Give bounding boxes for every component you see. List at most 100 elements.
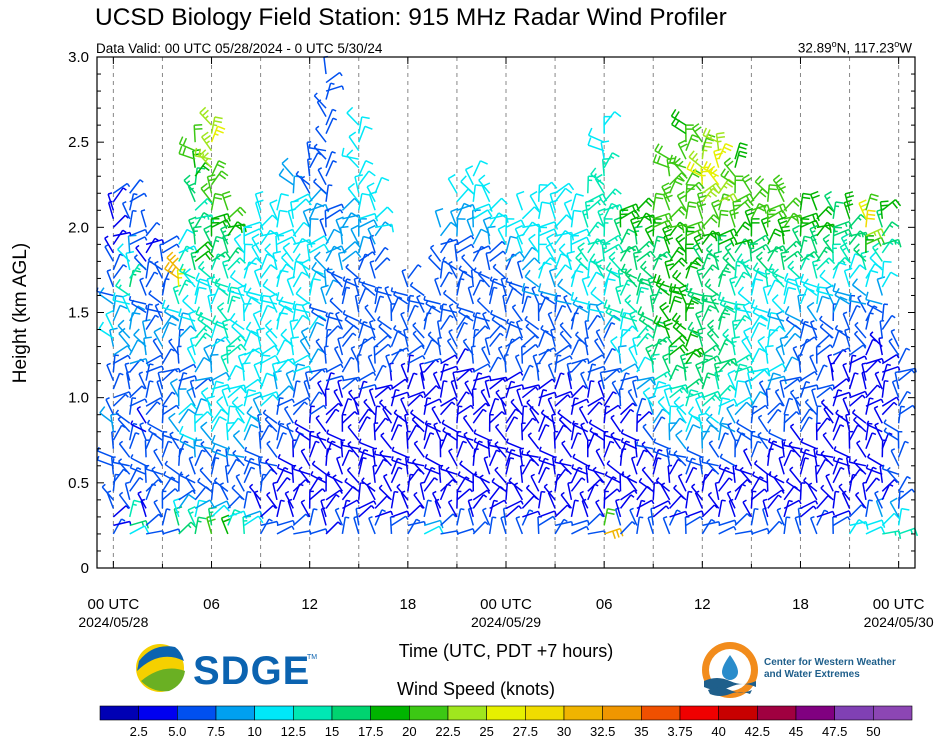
barb-shaft xyxy=(431,492,442,509)
barb-half-flag xyxy=(147,256,152,261)
barb-flag xyxy=(143,336,152,339)
barb-flag xyxy=(707,165,716,172)
barb-shaft xyxy=(161,488,176,501)
barb-flag xyxy=(118,327,126,335)
barb-shaft xyxy=(587,221,599,237)
wind-barb xyxy=(603,321,616,339)
wind-barb xyxy=(112,229,127,245)
barb-shaft xyxy=(115,412,131,424)
barb-shaft xyxy=(200,187,213,203)
barb-half-flag xyxy=(444,363,449,366)
barb-shaft xyxy=(494,469,507,484)
barb-half-flag xyxy=(542,389,548,392)
barb-shaft xyxy=(194,212,205,228)
wind-barb xyxy=(587,314,601,330)
barb-shaft xyxy=(222,236,229,254)
wind-barb xyxy=(549,199,558,220)
wind-barb xyxy=(129,525,150,535)
wind-barb xyxy=(538,456,556,467)
barb-flag xyxy=(564,199,573,205)
wind-barb xyxy=(488,499,498,518)
barb-half-flag xyxy=(204,115,209,120)
barb-half-flag xyxy=(295,170,300,175)
barb-half-flag xyxy=(612,476,617,480)
barb-half-flag xyxy=(674,368,679,372)
barb-half-flag xyxy=(362,457,367,460)
barb-shaft xyxy=(540,294,556,305)
barb-half-flag xyxy=(378,323,383,328)
barb-shaft xyxy=(440,479,454,492)
barb-shaft xyxy=(260,231,278,237)
barb-shaft xyxy=(669,417,681,433)
wind-barb xyxy=(439,271,453,288)
barb-flag xyxy=(714,233,718,242)
barb-shaft xyxy=(145,308,163,314)
wind-barb xyxy=(366,182,376,203)
wind-barb xyxy=(538,296,550,313)
barb-flag xyxy=(577,242,585,249)
barb-half-flag xyxy=(130,420,134,425)
wind-barb xyxy=(626,474,638,492)
barb-shaft xyxy=(145,261,150,279)
barb-flag xyxy=(117,243,124,250)
barb-shaft xyxy=(603,508,609,526)
barb-half-flag xyxy=(337,325,342,330)
barb-half-flag xyxy=(631,456,636,459)
barb-shaft xyxy=(669,223,687,229)
barb-flag xyxy=(207,411,214,418)
barb-half-flag xyxy=(579,247,584,252)
barb-flag xyxy=(236,209,244,217)
barb-flag xyxy=(153,327,162,333)
wind-barb xyxy=(510,398,523,416)
barb-half-flag xyxy=(219,482,224,486)
barb-shaft xyxy=(112,264,124,279)
wind-barb xyxy=(244,446,261,458)
barb-half-flag xyxy=(655,477,660,482)
barb-shaft xyxy=(145,530,163,535)
barb-shaft xyxy=(521,406,525,424)
wind-barb xyxy=(337,379,344,398)
wind-barb xyxy=(118,440,131,458)
barb-flag xyxy=(202,109,209,117)
barb-half-flag xyxy=(369,260,375,263)
barb-half-flag xyxy=(374,286,377,292)
barb-shaft xyxy=(706,333,720,348)
wind-barb xyxy=(668,295,683,313)
barb-half-flag xyxy=(706,458,711,463)
barb-half-flag xyxy=(410,409,414,414)
barb-flag xyxy=(704,354,713,358)
barb-half-flag xyxy=(335,494,340,498)
wind-barb xyxy=(686,161,703,177)
wind-barb xyxy=(560,491,573,509)
barb-half-flag xyxy=(579,490,584,494)
barb-shaft xyxy=(113,231,131,237)
barb-shaft xyxy=(636,324,649,339)
wind-barb xyxy=(587,365,606,373)
wind-barb xyxy=(675,233,687,254)
barb-shaft xyxy=(659,306,671,322)
barb-half-flag xyxy=(709,267,714,272)
barb-shaft xyxy=(112,518,123,535)
barb-flag xyxy=(295,286,302,295)
barb-half-flag xyxy=(540,324,544,330)
barb-shaft xyxy=(293,238,310,246)
barb-half-flag xyxy=(488,441,491,446)
wind-barb xyxy=(243,423,259,441)
barb-flag xyxy=(198,286,207,290)
barb-shaft xyxy=(269,203,278,220)
wind-barb xyxy=(188,456,196,475)
barb-half-flag xyxy=(445,466,450,471)
barb-half-flag xyxy=(339,489,343,495)
barb-shaft xyxy=(368,321,376,339)
barb-shaft xyxy=(243,415,252,433)
barb-flag xyxy=(292,229,297,238)
barb-flag xyxy=(346,149,354,157)
barb-half-flag xyxy=(499,332,504,337)
wind-barb xyxy=(505,416,519,433)
barb-shaft xyxy=(127,235,131,253)
barb-flag xyxy=(347,182,356,189)
barb-flag xyxy=(231,396,239,404)
barb-half-flag xyxy=(216,449,222,452)
barb-flag xyxy=(706,137,715,142)
barb-shaft xyxy=(554,231,572,237)
